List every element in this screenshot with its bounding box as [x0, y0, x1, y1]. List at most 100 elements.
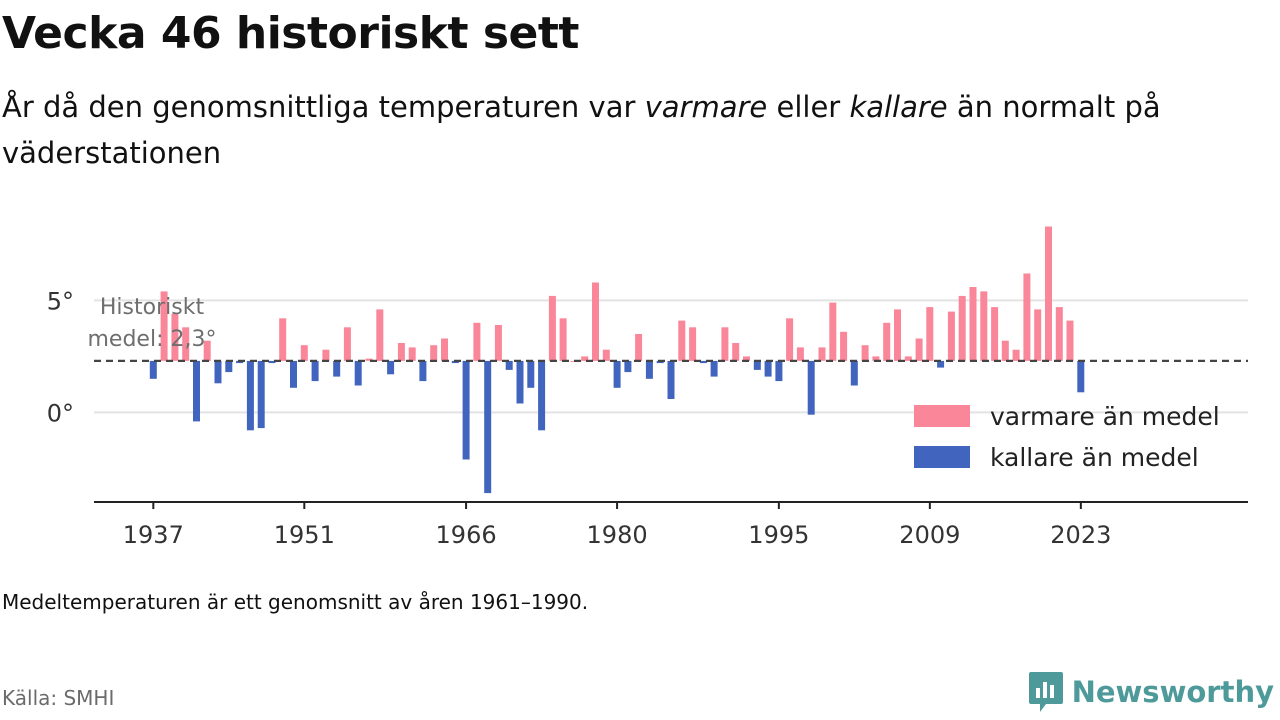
bar-1950 [290, 360, 297, 388]
bar-1947 [257, 360, 265, 429]
bar-1959 [387, 360, 395, 375]
bar-1943 [214, 360, 222, 384]
y-tick-label: 5° [47, 287, 74, 315]
bar-1948 [268, 360, 276, 364]
bar-1991 [732, 343, 740, 361]
bar-1953 [322, 349, 330, 361]
bar-2020 [1045, 226, 1052, 361]
bar-1973 [538, 360, 546, 431]
bar-1993 [753, 360, 761, 370]
x-tick-label: 1951 [274, 521, 335, 549]
baseline: Historiskt medel: 2,3° [88, 295, 1248, 362]
bar-1967 [473, 322, 481, 361]
bar-1989 [710, 360, 718, 377]
legend-swatch-colder [914, 446, 970, 468]
bar-1960 [397, 343, 405, 361]
bar-2016 [1001, 340, 1009, 361]
bar-1969 [494, 325, 502, 361]
bar-1963 [430, 345, 438, 361]
bar-2019 [1034, 309, 1042, 361]
bar-1994 [764, 360, 772, 377]
baseline-label-line1: Historiskt [100, 295, 205, 320]
newsworthy-logo-icon [1028, 672, 1063, 712]
bar-2014 [980, 291, 988, 361]
bar-2011 [947, 311, 955, 361]
bar-1944 [225, 360, 233, 373]
bar-1987 [689, 327, 697, 361]
bar-1985 [667, 360, 675, 399]
bar-2017 [1012, 349, 1020, 361]
bar-2018 [1023, 273, 1031, 361]
bar-1962 [419, 360, 427, 382]
bar-1965 [451, 360, 459, 364]
chart-title: Vecka 46 historiskt sett [2, 8, 579, 59]
brand-logo: Newsworthy [1028, 670, 1274, 714]
x-tick-label: 1980 [587, 521, 648, 549]
bar-2000 [829, 302, 837, 361]
bar-1938 [160, 291, 168, 361]
bar-1986 [678, 320, 686, 361]
bar-1996 [786, 318, 794, 361]
subtitle-text-1: År då den genomsnittliga temperaturen va… [2, 90, 645, 124]
x-tick-label: 2023 [1050, 521, 1111, 549]
bar-2010 [937, 360, 945, 368]
bar-1998 [807, 360, 815, 415]
source-credit: Källa: SMHI [2, 686, 115, 710]
x-tick-label: 2009 [899, 521, 960, 549]
bar-1981 [624, 360, 632, 373]
bar-1975 [559, 318, 567, 361]
bar-2022 [1066, 320, 1074, 361]
bar-1970 [505, 360, 513, 370]
bar-2023 [1077, 360, 1085, 393]
brand-name: Newsworthy [1071, 675, 1274, 709]
bar-1997 [796, 347, 804, 361]
bar-2003 [861, 345, 869, 361]
bar-1964 [441, 338, 448, 361]
y-axis-ticks: 0° 5° [47, 287, 74, 427]
bars [149, 226, 1085, 494]
bar-1956 [354, 360, 362, 386]
bar-1939 [171, 313, 179, 361]
bar-1995 [775, 360, 783, 382]
bar-2021 [1055, 307, 1063, 361]
bar-1966 [462, 360, 470, 460]
bar-1958 [376, 309, 384, 361]
bar-1999 [818, 347, 826, 361]
bar-2007 [904, 356, 912, 361]
bar-1961 [408, 347, 416, 361]
bar-1954 [333, 360, 341, 377]
bar-2012 [958, 295, 966, 361]
legend: varmare än medel kallare än medel [914, 402, 1220, 472]
bar-1988 [699, 360, 707, 364]
bar-2008 [915, 338, 923, 361]
subtitle-warmer-word: varmare [644, 90, 768, 124]
x-tick-label: 1995 [748, 521, 809, 549]
x-tick-label: 1937 [123, 521, 184, 549]
bar-1955 [343, 327, 351, 361]
bar-2015 [991, 307, 999, 361]
x-axis: 1937 1951 1966 1980 1995 2009 2023 [94, 501, 1248, 549]
bar-2013 [969, 287, 977, 361]
bar-1977 [581, 356, 589, 361]
bar-1979 [602, 349, 610, 361]
footnote: Medeltemperaturen är ett genomsnitt av å… [2, 590, 589, 614]
bar-1951 [300, 345, 308, 361]
x-tick-label: 1966 [436, 521, 497, 549]
bar-1957 [365, 358, 373, 361]
bar-2006 [894, 309, 901, 361]
bar-1941 [193, 360, 200, 422]
bar-1968 [484, 360, 492, 494]
legend-label-colder: kallare än medel [990, 443, 1199, 472]
bar-1974 [548, 295, 556, 361]
bar-1946 [246, 360, 254, 431]
bar-1976 [570, 360, 578, 362]
bar-2001 [840, 331, 848, 361]
bar-1984 [656, 360, 664, 364]
legend-label-warmer: varmare än medel [990, 402, 1220, 431]
bar-2002 [850, 360, 858, 386]
subtitle-text-2: eller [767, 90, 850, 124]
bar-1945 [236, 360, 244, 364]
bar-2004 [872, 356, 880, 361]
bar-2005 [883, 322, 891, 361]
